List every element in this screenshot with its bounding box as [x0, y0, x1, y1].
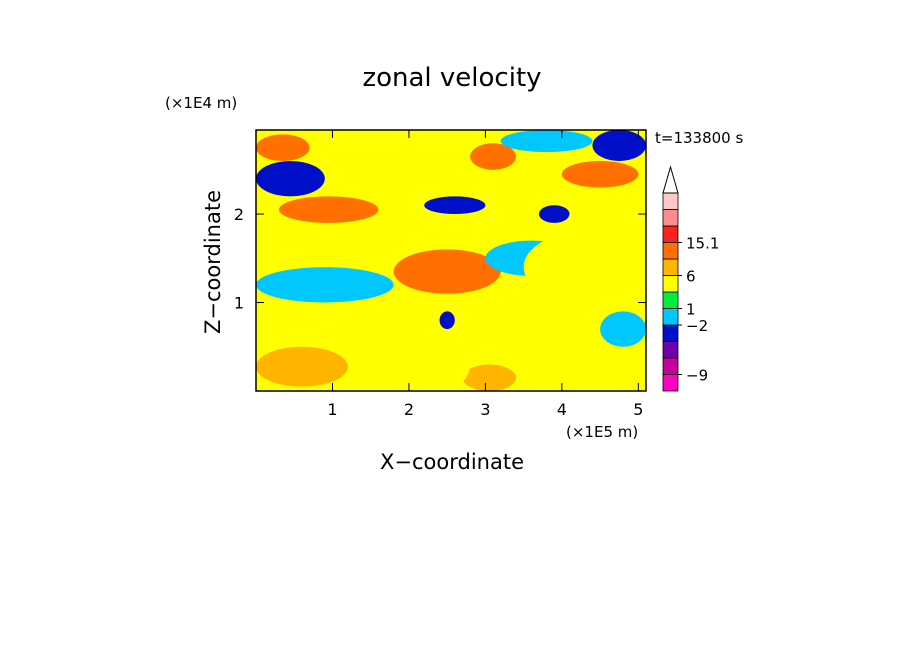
colorbar-label-4: −9 [686, 367, 708, 385]
contour-zone-8 [561, 160, 639, 188]
contour-zone-14 [523, 231, 646, 303]
contour-zone-9 [393, 249, 501, 294]
colorbar-label-3: −2 [686, 317, 708, 335]
x-tick-label-3: 4 [557, 400, 567, 419]
colorbar-segment-9 [662, 225, 679, 243]
colorbar-segment-7 [662, 258, 679, 276]
contour-zone-0 [256, 160, 325, 197]
colorbar-segment-11 [662, 192, 679, 210]
contour-zone-4 [439, 311, 455, 330]
contour-zone-2 [538, 205, 570, 223]
x-tick-label-4: 5 [633, 400, 643, 419]
colorbar-segment-2 [662, 341, 679, 359]
colorbar-segment-1 [662, 357, 679, 375]
x-tick-label-1: 2 [404, 400, 414, 419]
colorbar-segment-6 [662, 275, 679, 293]
colorbar-segment-5 [662, 291, 679, 309]
colorbar-segment-3 [662, 324, 679, 342]
contour-zone-17 [408, 337, 471, 391]
colorbar: 15.1 6 1−2 −9 [662, 165, 719, 392]
contour-zone-13 [263, 240, 371, 268]
x-tick-label-2: 3 [480, 400, 490, 419]
colorbar-segment-8 [662, 242, 679, 260]
contour-field [256, 130, 646, 391]
x-scale-label: (×1E5 m) [566, 423, 638, 441]
chart-title: zonal velocity [362, 63, 541, 93]
y-axis-ticks: 12 [234, 205, 646, 313]
colorbar-label-0: 15.1 [686, 235, 719, 253]
colorbar-segment-0 [662, 374, 679, 392]
contour-zone-11 [500, 130, 593, 153]
contour-zone-10 [256, 267, 394, 303]
y-axis-label: Z−coordinate [201, 190, 225, 334]
contour-zone-5 [278, 196, 379, 223]
time-label: t=133800 s [655, 129, 743, 147]
plot-area [255, 129, 647, 392]
contour-zone-6 [470, 143, 516, 170]
x-axis-label: X−coordinate [380, 450, 524, 474]
colorbar-segment-10 [662, 209, 679, 227]
x-tick-label-0: 1 [327, 400, 337, 419]
colorbar-extend-arrow [662, 165, 679, 194]
colorbar-segment-4 [662, 308, 679, 326]
y-scale-label: (×1E4 m) [165, 94, 237, 112]
contour-zone-16 [462, 364, 516, 391]
x-axis-ticks: 1 2 3 4 5 [327, 130, 643, 419]
contour-zone-1 [424, 196, 486, 215]
y-tick-label-0: 1 [234, 294, 244, 313]
contour-zone-7 [256, 134, 310, 161]
colorbar-label-2: 1 [686, 301, 696, 319]
contour-zone-18 [600, 311, 646, 347]
colorbar-label-1: 6 [686, 268, 696, 286]
contour-zone-15 [256, 346, 348, 387]
plot-frame [255, 129, 647, 392]
y-tick-label-1: 2 [234, 205, 244, 224]
contour-zone-3 [592, 130, 646, 161]
